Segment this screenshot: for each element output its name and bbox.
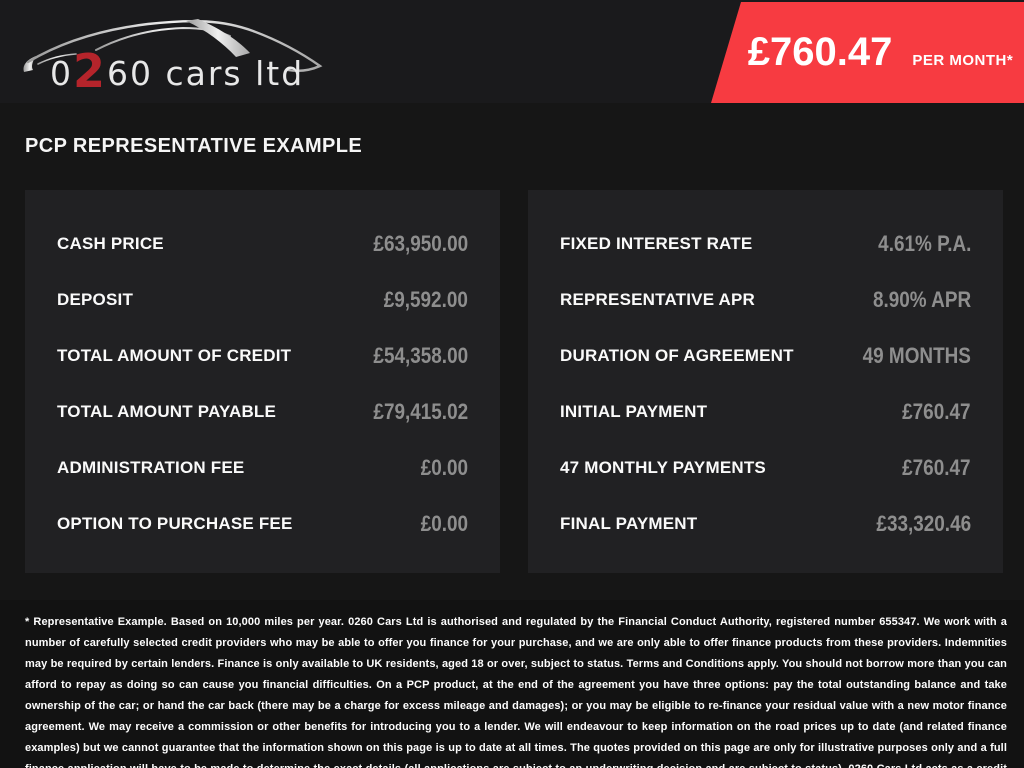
- finance-row-interest-rate: FIXED INTEREST RATE 4.61% P.A.: [560, 216, 971, 272]
- finance-row-apr: REPRESENTATIVE APR 8.90% APR: [560, 272, 971, 328]
- car-silhouette-icon: [23, 19, 323, 72]
- finance-value: £79,415.02: [373, 399, 468, 424]
- finance-panel-right: FIXED INTEREST RATE 4.61% P.A. REPRESENT…: [528, 190, 1003, 573]
- finance-label: FINAL PAYMENT: [560, 514, 698, 533]
- finance-value: £63,950.00: [373, 231, 468, 256]
- monthly-price-badge: £760.47 PER MONTH*: [711, 2, 1024, 103]
- badge-price: £760.47: [747, 30, 893, 74]
- finance-value: £0.00: [420, 455, 468, 480]
- finance-value: £0.00: [420, 511, 468, 536]
- finance-row-total-payable: TOTAL AMOUNT PAYABLE £79,415.02: [57, 384, 468, 440]
- finance-value: £9,592.00: [383, 287, 468, 312]
- finance-value: £54,358.00: [373, 343, 468, 368]
- header-bar: 0260 cars ltd £760.47 PER MONTH*: [0, 0, 1024, 103]
- dealership-logo[interactable]: 0260 cars ltd: [18, 4, 348, 101]
- finance-label: OPTION TO PURCHASE FEE: [57, 514, 293, 533]
- finance-row-final-payment: FINAL PAYMENT £33,320.46: [560, 496, 971, 552]
- finance-value: £760.47: [902, 455, 971, 480]
- finance-label: INITIAL PAYMENT: [560, 402, 708, 421]
- finance-label: FIXED INTEREST RATE: [560, 234, 753, 253]
- finance-value: 4.61% P.A.: [877, 231, 971, 256]
- footer-section: * Representative Example. Based on 10,00…: [0, 600, 1024, 768]
- finance-row-option-fee: OPTION TO PURCHASE FEE £0.00: [57, 496, 468, 552]
- logo-text: 0260 cars ltd: [50, 44, 304, 98]
- finance-row-initial-payment: INITIAL PAYMENT £760.47: [560, 384, 971, 440]
- finance-panels: CASH PRICE £63,950.00 DEPOSIT £9,592.00 …: [25, 190, 1003, 573]
- finance-value: £760.47: [902, 399, 971, 424]
- finance-value: 8.90% APR: [872, 287, 971, 312]
- finance-label: TOTAL AMOUNT OF CREDIT: [57, 346, 292, 365]
- finance-value: £33,320.46: [876, 511, 971, 536]
- finance-label: DEPOSIT: [57, 290, 134, 309]
- representative-example-disclaimer: * Representative Example. Based on 10,00…: [25, 616, 1007, 768]
- finance-label: DURATION OF AGREEMENT: [560, 346, 794, 365]
- badge-period: PER MONTH*: [912, 52, 1014, 69]
- finance-label: REPRESENTATIVE APR: [560, 290, 756, 309]
- finance-label: 47 MONTHLY PAYMENTS: [560, 458, 766, 477]
- finance-row-duration: DURATION OF AGREEMENT 49 MONTHS: [560, 328, 971, 384]
- finance-label: ADMINISTRATION FEE: [57, 458, 245, 477]
- page-title: PCP REPRESENTATIVE EXAMPLE: [25, 135, 363, 157]
- finance-row-total-credit: TOTAL AMOUNT OF CREDIT £54,358.00: [57, 328, 468, 384]
- finance-row-admin-fee: ADMINISTRATION FEE £0.00: [57, 440, 468, 496]
- finance-row-monthly-payments: 47 MONTHLY PAYMENTS £760.47: [560, 440, 971, 496]
- finance-row-deposit: DEPOSIT £9,592.00: [57, 272, 468, 328]
- finance-label: TOTAL AMOUNT PAYABLE: [57, 402, 277, 421]
- finance-value: 49 MONTHS: [862, 343, 971, 368]
- logo-accent-digit: 2: [73, 44, 107, 98]
- finance-row-cash-price: CASH PRICE £63,950.00: [57, 216, 468, 272]
- finance-label: CASH PRICE: [57, 234, 164, 253]
- finance-panel-left: CASH PRICE £63,950.00 DEPOSIT £9,592.00 …: [25, 190, 500, 573]
